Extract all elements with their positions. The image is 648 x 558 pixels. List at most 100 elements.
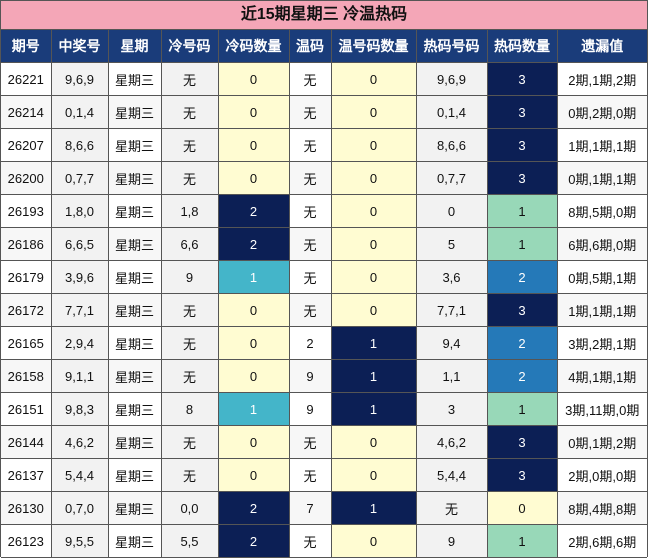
cold-count-cell: 0 [217, 161, 290, 195]
hot-count-cell: 3 [486, 161, 558, 195]
table-row: 26165 2,9,4 星期三无 0 2 1 9,4 2 3期,2期,1期 [1, 326, 647, 360]
winning-number-cell: 9,1,1 [50, 359, 109, 393]
warm-count-cell: 0 [330, 260, 417, 294]
period-cell: 26214 [1, 95, 52, 129]
hot-number-cell: 9,4 [415, 326, 488, 360]
cold-count-cell: 0 [217, 326, 290, 360]
weekday-cell: 星期三 [107, 227, 162, 261]
weekday-cell: 星期三 [107, 392, 162, 426]
warm-count-cell: 0 [330, 62, 417, 96]
header-winning-number: 中奖号 [50, 30, 109, 63]
period-cell: 26158 [1, 359, 52, 393]
warm-number-cell: 9 [288, 359, 332, 393]
period-cell: 26186 [1, 227, 52, 261]
weekday-cell: 星期三 [107, 128, 162, 162]
table-row: 26186 6,6,5 星期三 6,6 2 无 0 5 1 6期,6期,0期 [1, 227, 647, 261]
hot-count-cell: 3 [486, 425, 558, 459]
hot-number-cell: 5,4,4 [415, 458, 488, 492]
hot-number-cell: 1,1 [415, 359, 488, 393]
warm-count-cell: 1 [330, 326, 417, 360]
weekday-cell: 星期三 [107, 62, 162, 96]
cold-count-cell: 0 [217, 458, 290, 492]
warm-number-cell: 无 [288, 227, 332, 261]
cold-count-cell: 1 [217, 392, 290, 426]
warm-number-cell: 无 [288, 425, 332, 459]
winning-number-cell: 9,5,5 [50, 524, 109, 558]
table-row: 26193 1,8,0 星期三 1,8 2 无 0 0 1 8期,5期,0期 [1, 194, 647, 228]
period-cell: 26200 [1, 161, 52, 195]
winning-number-cell: 0,1,4 [50, 95, 109, 129]
table-row: 26151 9,8,3 星期三 8 1 9 1 3 1 3期,11期,0期 [1, 392, 647, 426]
cold-count-cell: 0 [217, 62, 290, 96]
missing-value-cell: 1期,1期,1期 [556, 293, 647, 327]
table-row: 26144 4,6,2 星期三无 0 无 0 4,6,2 3 0期,1期,2期 [1, 425, 647, 459]
missing-value-cell: 4期,1期,1期 [556, 359, 647, 393]
hot-number-cell: 9 [415, 524, 488, 558]
warm-number-cell: 2 [288, 326, 332, 360]
hot-count-cell: 1 [486, 524, 558, 558]
weekday-cell: 星期三 [107, 194, 162, 228]
cold-count-cell: 2 [217, 227, 290, 261]
hot-number-cell: 3 [415, 392, 488, 426]
table-row: 26214 0,1,4 星期三无 0 无 0 0,1,4 3 0期,2期,0期 [1, 95, 647, 129]
period-cell: 26144 [1, 425, 52, 459]
cold-number-cell: 无 [160, 95, 219, 129]
winning-number-cell: 7,7,1 [50, 293, 109, 327]
missing-value-cell: 6期,6期,0期 [556, 227, 647, 261]
table-row: 26158 9,1,1 星期三无 0 9 1 1,1 2 4期,1期,1期 [1, 359, 647, 393]
table-row: 26130 0,7,0 星期三 0,0 2 7 1 无 0 8期,4期,8期 [1, 491, 647, 525]
hot-count-cell: 0 [486, 491, 558, 525]
table-row: 26207 8,6,6 星期三无 0 无 0 8,6,6 3 1期,1期,1期 [1, 128, 647, 162]
header-cold-number: 冷号码 [160, 30, 219, 63]
period-cell: 26193 [1, 194, 52, 228]
hot-count-cell: 2 [486, 359, 558, 393]
missing-value-cell: 0期,2期,0期 [556, 95, 647, 129]
winning-number-cell: 9,8,3 [50, 392, 109, 426]
hot-count-cell: 3 [486, 293, 558, 327]
warm-number-cell: 无 [288, 524, 332, 558]
warm-number-cell: 无 [288, 161, 332, 195]
hot-number-cell: 7,7,1 [415, 293, 488, 327]
hot-count-cell: 3 [486, 62, 558, 96]
hot-count-cell: 1 [486, 392, 558, 426]
header-weekday: 星期 [107, 30, 162, 63]
winning-number-cell: 2,9,4 [50, 326, 109, 360]
winning-number-cell: 3,9,6 [50, 260, 109, 294]
missing-value-cell: 2期,1期,2期 [556, 62, 647, 96]
warm-count-cell: 1 [330, 392, 417, 426]
cold-number-cell: 无 [160, 161, 219, 195]
weekday-cell: 星期三 [107, 293, 162, 327]
missing-value-cell: 0期,1期,2期 [556, 425, 647, 459]
weekday-cell: 星期三 [107, 524, 162, 558]
warm-count-cell: 0 [330, 194, 417, 228]
cold-number-cell: 无 [160, 458, 219, 492]
table-row: 26179 3,9,6 星期三 9 1 无 0 3,6 2 0期,5期,1期 [1, 260, 647, 294]
period-cell: 26179 [1, 260, 52, 294]
weekday-cell: 星期三 [107, 359, 162, 393]
winning-number-cell: 8,6,6 [50, 128, 109, 162]
warm-count-cell: 0 [330, 128, 417, 162]
period-cell: 26165 [1, 326, 52, 360]
period-cell: 26151 [1, 392, 52, 426]
cold-count-cell: 2 [217, 524, 290, 558]
warm-count-cell: 0 [330, 227, 417, 261]
warm-number-cell: 无 [288, 128, 332, 162]
winning-number-cell: 9,6,9 [50, 62, 109, 96]
hot-count-cell: 2 [486, 260, 558, 294]
hot-number-cell: 9,6,9 [415, 62, 488, 96]
hot-count-cell: 3 [486, 458, 558, 492]
missing-value-cell: 8期,5期,0期 [556, 194, 647, 228]
period-cell: 26123 [1, 524, 52, 558]
hot-number-cell: 5 [415, 227, 488, 261]
missing-value-cell: 2期,0期,0期 [556, 458, 647, 492]
cold-number-cell: 无 [160, 326, 219, 360]
weekday-cell: 星期三 [107, 425, 162, 459]
cold-number-cell: 无 [160, 128, 219, 162]
hot-number-cell: 0,1,4 [415, 95, 488, 129]
header-warm-number: 温码 [288, 30, 332, 63]
header-period: 期号 [1, 30, 52, 63]
winning-number-cell: 1,8,0 [50, 194, 109, 228]
header-warm-count: 温号码数量 [330, 30, 417, 63]
hot-number-cell: 3,6 [415, 260, 488, 294]
